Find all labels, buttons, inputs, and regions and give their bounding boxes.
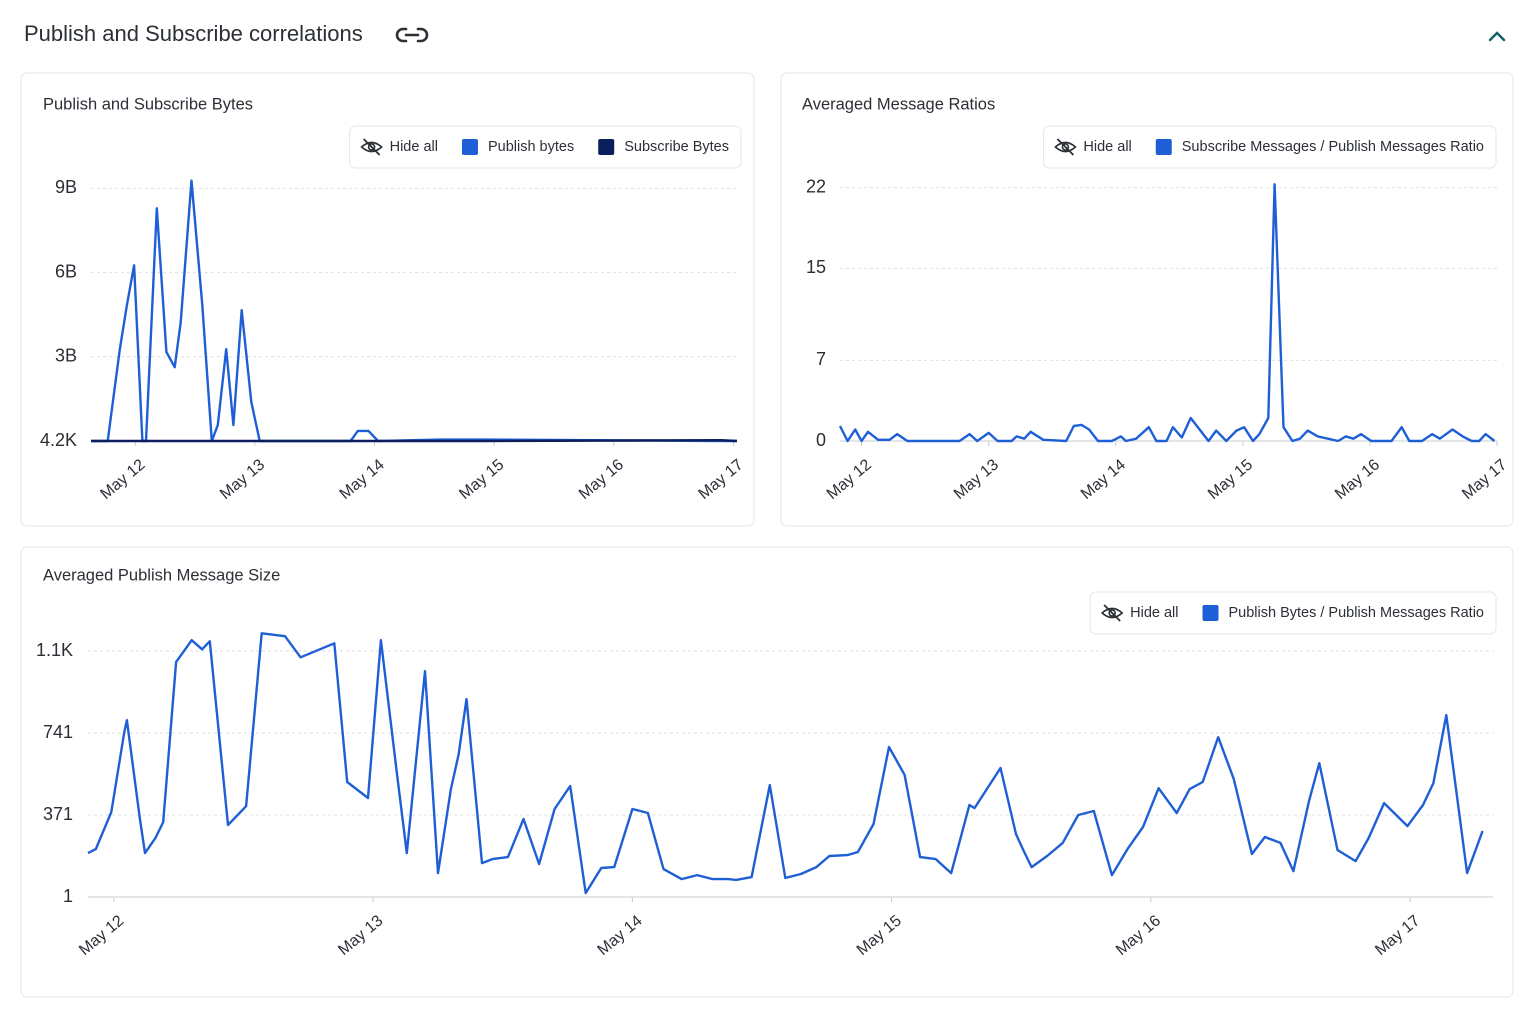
chart-title: Averaged Publish Message Size xyxy=(43,566,280,584)
y-tick-label: 741 xyxy=(43,722,73,742)
legend-box xyxy=(349,125,742,169)
section-title: Publish and Subscribe correlations xyxy=(24,21,363,46)
y-tick-label: 15 xyxy=(806,257,826,277)
hide-all-label: Hide all xyxy=(390,139,438,155)
legend-item[interactable]: Publish bytes xyxy=(461,139,574,155)
legend-box xyxy=(1089,591,1497,635)
eye-icon-slash xyxy=(1103,604,1121,622)
hide-all-button[interactable]: Hide all xyxy=(360,138,438,156)
legend-item[interactable]: Subscribe Messages / Publish Messages Ra… xyxy=(1155,139,1484,155)
card xyxy=(20,546,1514,998)
y-tick-label: 3B xyxy=(55,346,77,366)
y-tick-label: 1.1K xyxy=(36,640,73,660)
y-tick-label: 9B xyxy=(55,177,77,197)
y-tick-label: 6B xyxy=(55,261,77,281)
eye-icon-pupil xyxy=(1108,609,1116,617)
link-icon[interactable] xyxy=(395,27,429,43)
chart-title: Averaged Message Ratios xyxy=(802,95,995,113)
series-line xyxy=(87,632,1484,895)
legend: Hide all Subscribe Messages / Publish Mes… xyxy=(1042,125,1497,169)
legend-label: Publish bytes xyxy=(488,139,574,155)
legend-swatch xyxy=(461,139,478,155)
legend-item[interactable]: Subscribe Bytes xyxy=(598,139,729,155)
card xyxy=(780,72,1514,527)
eye-icon-pupil xyxy=(367,143,376,151)
series-line xyxy=(838,183,1496,443)
hide-all-button[interactable]: Hide all xyxy=(1054,138,1132,156)
series-line xyxy=(91,179,737,443)
legend-item[interactable]: Publish Bytes / Publish Messages Ratio xyxy=(1202,605,1485,621)
eye-icon-slash xyxy=(362,138,381,156)
legend-label: Publish Bytes / Publish Messages Ratio xyxy=(1229,605,1485,621)
legend: Hide all Publish bytes Subscribe Bytes xyxy=(349,125,742,169)
legend-label: Subscribe Bytes xyxy=(624,139,729,155)
eye-icon-slash xyxy=(1056,138,1075,156)
y-tick-label: 0 xyxy=(816,430,826,450)
link-icon-right xyxy=(416,27,429,43)
chart-title: Publish and Subscribe Bytes xyxy=(43,95,253,113)
hide-all-label: Hide all xyxy=(1083,139,1131,155)
link-icon-left xyxy=(395,27,408,43)
eye-icon-pupil xyxy=(1061,143,1070,151)
y-tick-label: 1 xyxy=(63,886,73,906)
legend-box xyxy=(1042,125,1497,169)
legend: Hide all Publish Bytes / Publish Messages… xyxy=(1089,591,1497,635)
card xyxy=(20,72,755,527)
hide-all-button[interactable]: Hide all xyxy=(1100,604,1179,622)
legend-swatch xyxy=(1155,139,1172,155)
hide-all-label: Hide all xyxy=(1130,605,1178,621)
y-tick-label: 7 xyxy=(816,349,826,369)
y-tick-label: 4.2K xyxy=(40,430,77,450)
legend-swatch xyxy=(598,139,615,155)
y-tick-label: 371 xyxy=(43,804,73,824)
y-tick-label: 22 xyxy=(806,177,826,197)
legend-swatch xyxy=(1202,605,1219,621)
collapse-chevron[interactable] xyxy=(1488,31,1506,42)
legend-label: Subscribe Messages / Publish Messages Ra… xyxy=(1182,139,1484,155)
series-line xyxy=(91,439,738,443)
